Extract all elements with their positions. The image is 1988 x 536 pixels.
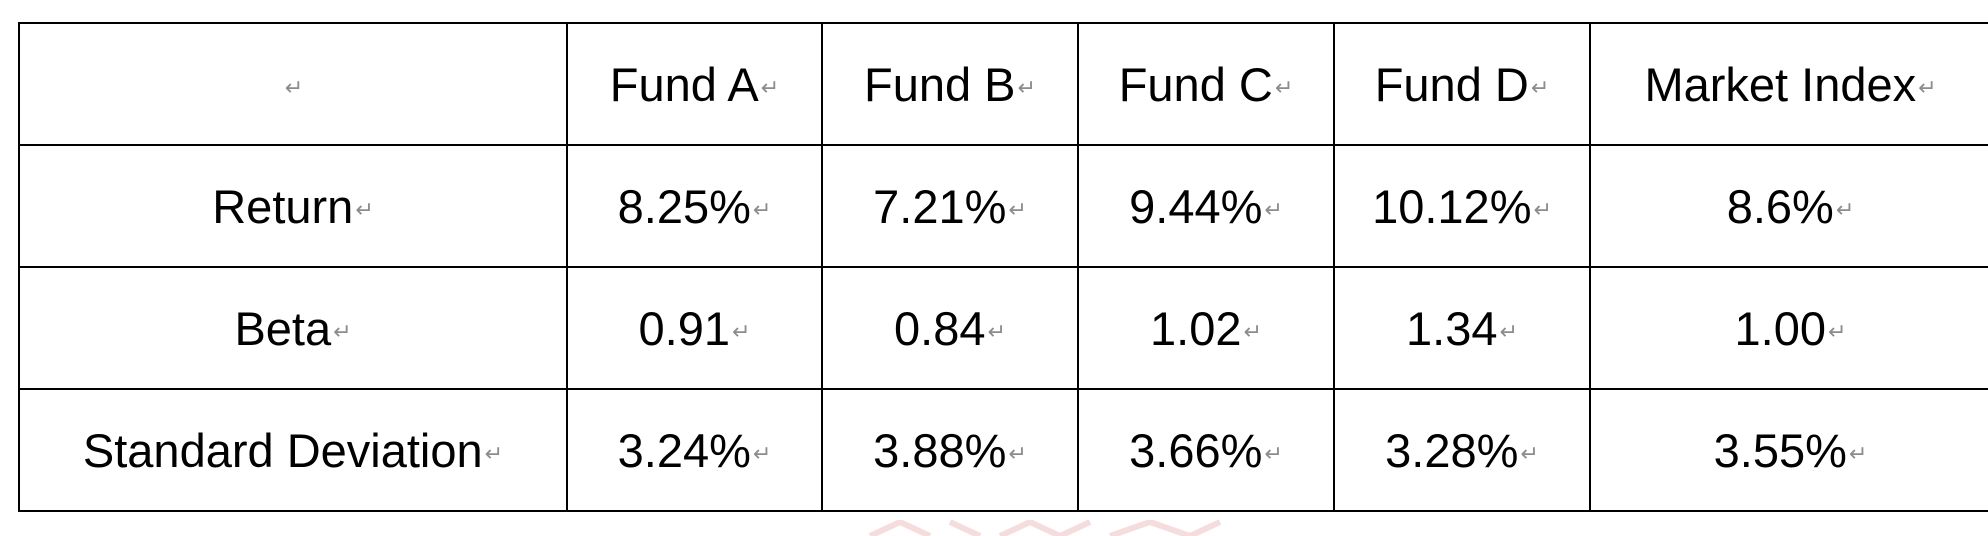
column-header-fund-c: Fund C↵ [1077, 22, 1335, 146]
paragraph-mark-icon: ↵ [760, 75, 780, 101]
paragraph-mark-icon: ↵ [1828, 319, 1847, 345]
column-header-fund-a: Fund A↵ [566, 22, 823, 146]
table-cell: 3.66%↵ [1077, 388, 1335, 512]
row-label-standard-deviation: Standard Deviation↵ [18, 388, 568, 512]
paragraph-mark-icon: ↵ [752, 197, 772, 223]
watermark-decoration [868, 520, 1222, 536]
table-header-row: ↵ Fund A↵ Fund B↵ Fund C↵ Fund D↵ Market… [18, 22, 1988, 146]
table-cell: 8.25%↵ [566, 144, 823, 268]
table-cell: 0.84↵ [821, 266, 1079, 390]
paragraph-mark-icon: ↵ [484, 441, 504, 467]
paragraph-mark-icon: ↵ [1017, 75, 1036, 101]
table-row-return: Return↵ 8.25%↵ 7.21%↵ 9.44%↵ 10.12%↵ 8.6… [18, 144, 1988, 268]
paragraph-mark-icon: ↵ [1264, 197, 1283, 223]
table-cell: 3.55%↵ [1589, 388, 1988, 512]
table-cell: 1.00↵ [1589, 266, 1988, 390]
fund-comparison-table: ↵ Fund A↵ Fund B↵ Fund C↵ Fund D↵ Market… [18, 22, 1988, 512]
corner-cell: ↵ [18, 22, 568, 146]
paragraph-mark-icon: ↵ [1274, 75, 1294, 101]
table-cell: 9.44%↵ [1077, 144, 1335, 268]
paragraph-mark-icon: ↵ [1499, 319, 1518, 345]
table-cell: 8.6%↵ [1589, 144, 1988, 268]
paragraph-mark-icon: ↵ [732, 319, 751, 345]
paragraph-mark-icon: ↵ [333, 319, 352, 345]
table-cell: 3.88%↵ [821, 388, 1079, 512]
table-row-beta: Beta↵ 0.91↵ 0.84↵ 1.02↵ 1.34↵ 1.00↵ [18, 266, 1988, 390]
column-header-fund-d: Fund D↵ [1333, 22, 1591, 146]
table-cell: 1.02↵ [1077, 266, 1335, 390]
paragraph-mark-icon: ↵ [284, 75, 304, 101]
paragraph-mark-icon: ↵ [1848, 441, 1868, 467]
table-row-standard-deviation: Standard Deviation↵ 3.24%↵ 3.88%↵ 3.66%↵… [18, 388, 1988, 512]
paragraph-mark-icon: ↵ [355, 197, 374, 223]
paragraph-mark-icon: ↵ [1918, 75, 1937, 101]
table-cell: 10.12%↵ [1333, 144, 1591, 268]
column-header-market-index: Market Index↵ [1589, 22, 1988, 146]
paragraph-mark-icon: ↵ [1533, 197, 1552, 223]
table-cell: 3.28%↵ [1333, 388, 1591, 512]
row-label-return: Return↵ [18, 144, 568, 268]
paragraph-mark-icon: ↵ [1264, 441, 1283, 467]
paragraph-mark-icon: ↵ [1008, 197, 1027, 223]
table-cell: 7.21%↵ [821, 144, 1079, 268]
table-cell: 0.91↵ [566, 266, 823, 390]
table-cell: 3.24%↵ [566, 388, 823, 512]
table-cell: 1.34↵ [1333, 266, 1591, 390]
paragraph-mark-icon: ↵ [987, 319, 1006, 345]
column-header-fund-b: Fund B↵ [821, 22, 1079, 146]
paragraph-mark-icon: ↵ [1008, 441, 1027, 467]
paragraph-mark-icon: ↵ [1243, 319, 1262, 345]
paragraph-mark-icon: ↵ [1530, 75, 1550, 101]
row-label-beta: Beta↵ [18, 266, 568, 390]
paragraph-mark-icon: ↵ [1835, 197, 1855, 223]
paragraph-mark-icon: ↵ [752, 441, 772, 467]
paragraph-mark-icon: ↵ [1520, 441, 1539, 467]
